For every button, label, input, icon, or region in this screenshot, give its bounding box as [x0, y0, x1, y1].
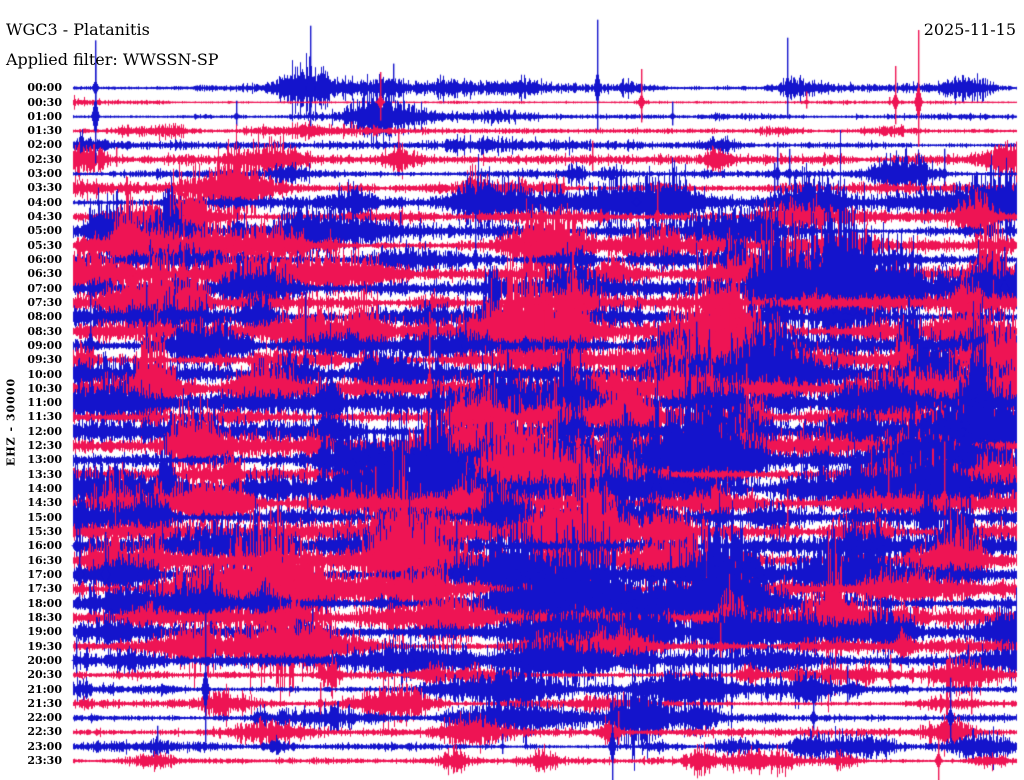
time-label: 23:30 — [27, 754, 62, 768]
time-label: 15:30 — [27, 525, 62, 539]
time-label: 22:00 — [27, 711, 62, 725]
time-label: 16:30 — [27, 553, 62, 567]
time-label: 10:30 — [27, 381, 62, 395]
time-label: 21:00 — [27, 682, 62, 696]
time-label: 11:30 — [27, 410, 62, 424]
time-label: 03:30 — [27, 181, 62, 195]
time-label: 19:30 — [27, 639, 62, 653]
time-label: 06:00 — [27, 253, 62, 266]
time-label: 00:30 — [27, 95, 62, 109]
time-label: 00:00 — [27, 81, 62, 95]
station-title: WGC3 - Platanitis — [6, 20, 150, 39]
time-label: 04:30 — [27, 210, 62, 224]
time-label: 14:30 — [27, 496, 62, 510]
applied-filter-label: Applied filter: WWSSN-SP — [6, 50, 219, 69]
time-label: 16:00 — [27, 539, 62, 553]
time-label: 04:00 — [27, 195, 62, 209]
time-label: 10:00 — [27, 367, 62, 381]
time-label: 12:00 — [27, 424, 62, 438]
plot-date: 2025-11-15 — [923, 20, 1016, 39]
time-label: 09:30 — [27, 353, 62, 367]
time-label: 05:00 — [27, 224, 62, 238]
time-label: 13:00 — [27, 453, 62, 467]
time-label: 23:00 — [27, 739, 62, 753]
time-label: 06:30 — [27, 267, 62, 281]
time-label: 08:30 — [27, 324, 62, 338]
time-label: 02:00 — [27, 138, 62, 152]
time-label: 17:30 — [27, 582, 62, 596]
time-label: 14:00 — [27, 482, 62, 496]
time-label: 19:00 — [27, 625, 62, 639]
time-label: 07:30 — [27, 295, 62, 309]
time-label: 11:00 — [27, 396, 62, 410]
time-label: 08:00 — [27, 310, 62, 324]
time-label: 17:00 — [27, 567, 62, 581]
time-label: 15:00 — [27, 510, 62, 524]
time-label: 05:30 — [27, 238, 62, 252]
time-axis: 00:00 00:30 01:00 01:30 02:00 02:30 03:00 03:30… — [0, 0, 62, 780]
time-label: 20:30 — [27, 668, 62, 682]
time-label: 21:30 — [27, 696, 62, 710]
time-label: 07:00 — [27, 281, 62, 295]
time-label: 18:00 — [27, 596, 62, 610]
time-label: 20:00 — [27, 653, 62, 667]
time-label: 03:00 — [27, 167, 62, 181]
channel-scale-label: EHZ - 30000 — [4, 377, 18, 467]
time-label: 02:30 — [27, 152, 62, 166]
time-label: 22:30 — [27, 725, 62, 739]
time-label: 09:00 — [27, 338, 62, 352]
time-label: 13:30 — [27, 467, 62, 481]
time-label: 01:00 — [27, 109, 62, 123]
time-label: 12:30 — [27, 439, 62, 453]
time-label: 01:30 — [27, 124, 62, 138]
time-label: 18:30 — [27, 610, 62, 624]
